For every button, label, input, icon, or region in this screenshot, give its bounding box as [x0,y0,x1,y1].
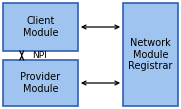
Text: NPI: NPI [32,51,47,60]
Text: Client
Module: Client Module [23,16,58,38]
Bar [3,60,78,106]
Bar [123,3,178,106]
Text: Provider
Module: Provider Module [20,72,61,94]
Bar [3,3,78,51]
Text: Network
Module
Registrar: Network Module Registrar [128,38,173,71]
